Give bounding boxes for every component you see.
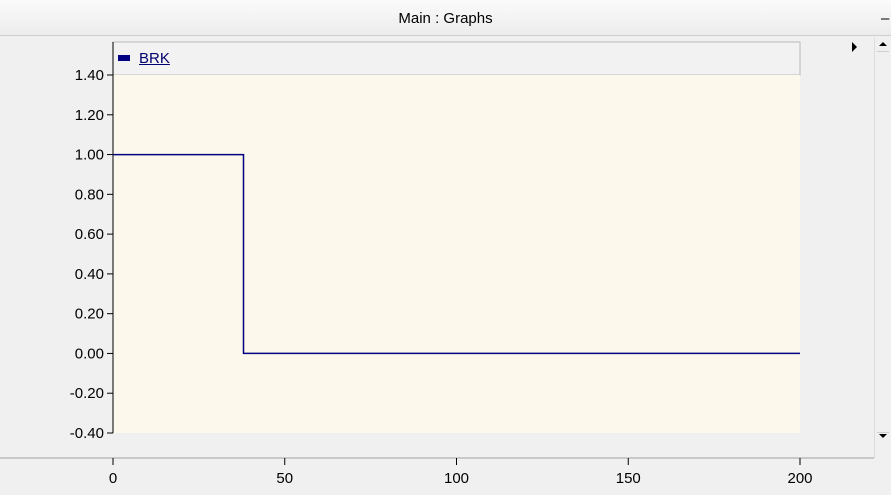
plot-area [113, 75, 800, 433]
x-tick-label: 50 [276, 470, 293, 487]
x-tick-label: 100 [444, 470, 469, 487]
window-titlebar: Main : Graphs – [0, 0, 891, 36]
legend-swatch-brk [118, 55, 130, 61]
series-line-brk [113, 153, 800, 355]
x-tick-label: 0 [109, 470, 117, 487]
legend-expand-arrow-icon[interactable] [852, 42, 857, 52]
window-title: Main : Graphs [398, 10, 493, 27]
y-tick-label: 1.00 [75, 147, 104, 164]
scroll-track[interactable] [877, 51, 889, 433]
y-tick-label: 0.60 [75, 226, 104, 243]
minimize-button[interactable]: – [881, 10, 890, 27]
y-tick-label: 1.20 [75, 107, 104, 124]
y-tick-label: 0.80 [75, 186, 104, 203]
y-tick-label: 1.40 [75, 67, 104, 84]
scroll-up-arrow-icon[interactable] [879, 42, 887, 46]
x-tick-label: 200 [787, 470, 812, 487]
vertical-scrollbar[interactable] [874, 37, 891, 458]
y-tick-label: 0.40 [75, 266, 104, 283]
x-tick-label: 150 [616, 470, 641, 487]
legend-item-brk[interactable]: BRK [139, 50, 170, 67]
scroll-down-arrow-icon[interactable] [879, 434, 887, 438]
y-tick-label: -0.40 [70, 425, 104, 442]
legend-header [112, 41, 801, 76]
y-tick-label: 0.00 [75, 345, 104, 362]
y-tick-label: -0.20 [70, 385, 104, 402]
y-tick-label: 0.20 [75, 306, 104, 323]
